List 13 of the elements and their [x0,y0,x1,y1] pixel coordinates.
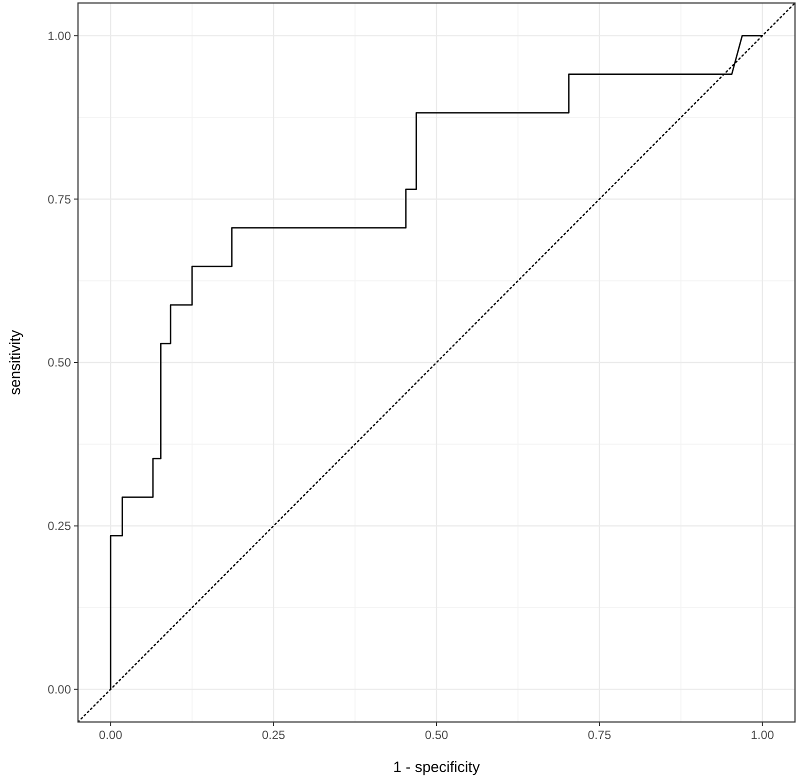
x-axis-title: 1 - specificity [393,759,480,776]
y-tick-label: 0.75 [48,192,72,206]
x-tick-label: 0.50 [424,728,448,742]
x-tick-label: 1.00 [750,728,774,742]
y-tick-label: 1.00 [48,28,72,43]
y-tick-label: 0.25 [48,519,72,534]
y-tick-label: 0.50 [48,356,72,370]
y-axis-title: sensitivity [7,330,24,396]
line-series [110,34,764,690]
x-tick-label: 0.00 [98,728,123,742]
x-tick-label: 0.25 [262,728,286,742]
y-tick-label: 0.00 [48,682,72,697]
x-tick-label: 0.75 [588,728,612,742]
